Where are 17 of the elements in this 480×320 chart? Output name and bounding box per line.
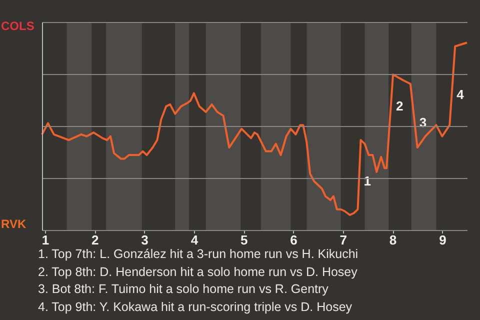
text: 2. Top 8th: D. Henderson hit a solo home run vs D. Hosey bbox=[38, 264, 358, 281]
x-tick-label: 4 bbox=[190, 232, 199, 248]
x-tick-label: 1 bbox=[42, 232, 50, 248]
x-tick-label: 5 bbox=[240, 232, 248, 248]
x-tick-label: 7 bbox=[340, 232, 347, 248]
text: 1. Top 7th: L. González hit a 3-run home run vs H. Kikuchi bbox=[38, 246, 358, 263]
x-tick-label: 2 bbox=[92, 232, 99, 248]
x-tick-label: 3 bbox=[141, 232, 148, 248]
text: 4. Top 9th: Y. Kokawa hit a run-scoring triple vs D. Hosey bbox=[38, 298, 354, 316]
x-tick-label: 8 bbox=[389, 232, 397, 248]
x-tick-label: 6 bbox=[290, 232, 298, 248]
annotation: 4 bbox=[456, 87, 465, 102]
annotation: 2 bbox=[396, 98, 404, 114]
text: COLS bbox=[1, 19, 34, 33]
text: RVK bbox=[1, 217, 26, 231]
x-tick-label: 9 bbox=[439, 232, 446, 248]
text: 3. Bot 8th: F. Tuimo hit a solo home run vs R. Gentry bbox=[38, 281, 330, 298]
